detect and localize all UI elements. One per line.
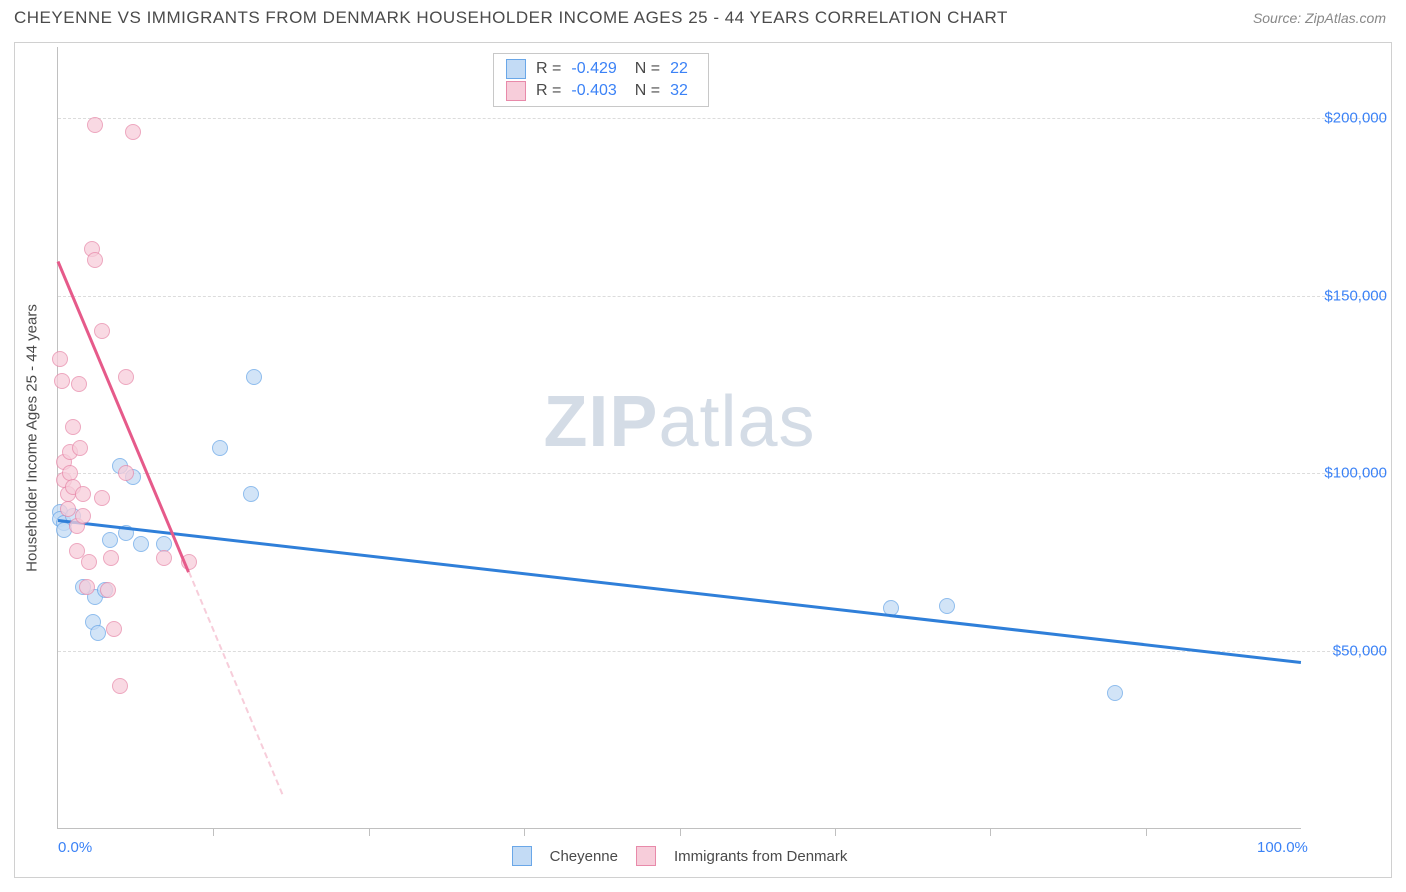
stats-row: R = -0.403 N = 32 [506, 80, 696, 102]
legend-swatch [512, 846, 532, 866]
scatter-point [156, 550, 172, 566]
scatter-point [1107, 685, 1123, 701]
x-tick [835, 828, 836, 836]
scatter-point [65, 419, 81, 435]
x-tick [524, 828, 525, 836]
r-label: R = [536, 82, 561, 100]
scatter-point [81, 554, 97, 570]
scatter-point [72, 440, 88, 456]
x-axis-label: 0.0% [58, 839, 92, 856]
scatter-point [90, 625, 106, 641]
scatter-point [94, 490, 110, 506]
gridline-h [58, 118, 1385, 119]
r-value: -0.429 [571, 60, 616, 78]
x-tick [369, 828, 370, 836]
plot-area: Householder Income Ages 25 - 44 years ZI… [57, 47, 1301, 829]
y-axis-label: $100,000 [1324, 465, 1387, 482]
scatter-point [125, 124, 141, 140]
scatter-point [112, 678, 128, 694]
legend-swatch [636, 846, 656, 866]
n-value: 32 [670, 82, 688, 100]
y-axis-label: $200,000 [1324, 110, 1387, 127]
x-tick [680, 828, 681, 836]
scatter-point [100, 582, 116, 598]
scatter-point [94, 323, 110, 339]
scatter-point [246, 369, 262, 385]
x-tick [990, 828, 991, 836]
scatter-point [118, 369, 134, 385]
series-swatch [506, 81, 526, 101]
x-tick [213, 828, 214, 836]
correlation-stats-box: R = -0.429 N = 22 R = -0.403 N = 32 [493, 53, 709, 107]
legend-label: Immigrants from Denmark [674, 848, 847, 865]
scatter-point [75, 486, 91, 502]
scatter-point [103, 550, 119, 566]
trend-line [188, 571, 283, 794]
chart-header: CHEYENNE VS IMMIGRANTS FROM DENMARK HOUS… [0, 0, 1406, 36]
scatter-point [60, 501, 76, 517]
x-tick [1146, 828, 1147, 836]
scatter-point [133, 536, 149, 552]
trend-line [58, 519, 1301, 664]
r-value: -0.403 [571, 82, 616, 100]
series-swatch [506, 59, 526, 79]
scatter-point [54, 373, 70, 389]
series-legend: Cheyenne Immigrants from Denmark [58, 846, 1301, 866]
x-axis-label: 100.0% [1257, 839, 1308, 856]
scatter-point [106, 621, 122, 637]
chart-source: Source: ZipAtlas.com [1253, 10, 1386, 26]
scatter-point [52, 351, 68, 367]
scatter-point [212, 440, 228, 456]
stats-row: R = -0.429 N = 22 [506, 58, 696, 80]
n-label: N = [635, 60, 660, 78]
y-axis-title: Householder Income Ages 25 - 44 years [24, 304, 41, 572]
scatter-point [71, 376, 87, 392]
gridline-h [58, 473, 1385, 474]
scatter-point [87, 252, 103, 268]
scatter-point [75, 508, 91, 524]
scatter-point [939, 598, 955, 614]
y-axis-label: $50,000 [1333, 642, 1387, 659]
legend-label: Cheyenne [550, 848, 618, 865]
gridline-h [58, 296, 1385, 297]
r-label: R = [536, 60, 561, 78]
n-label: N = [635, 82, 660, 100]
n-value: 22 [670, 60, 688, 78]
y-axis-label: $150,000 [1324, 287, 1387, 304]
watermark: ZIPatlas [543, 381, 815, 463]
scatter-point [102, 532, 118, 548]
scatter-point [79, 579, 95, 595]
scatter-point [87, 117, 103, 133]
scatter-point [118, 465, 134, 481]
chart-container: Householder Income Ages 25 - 44 years ZI… [14, 42, 1392, 878]
scatter-point [243, 486, 259, 502]
chart-title: CHEYENNE VS IMMIGRANTS FROM DENMARK HOUS… [14, 8, 1008, 28]
